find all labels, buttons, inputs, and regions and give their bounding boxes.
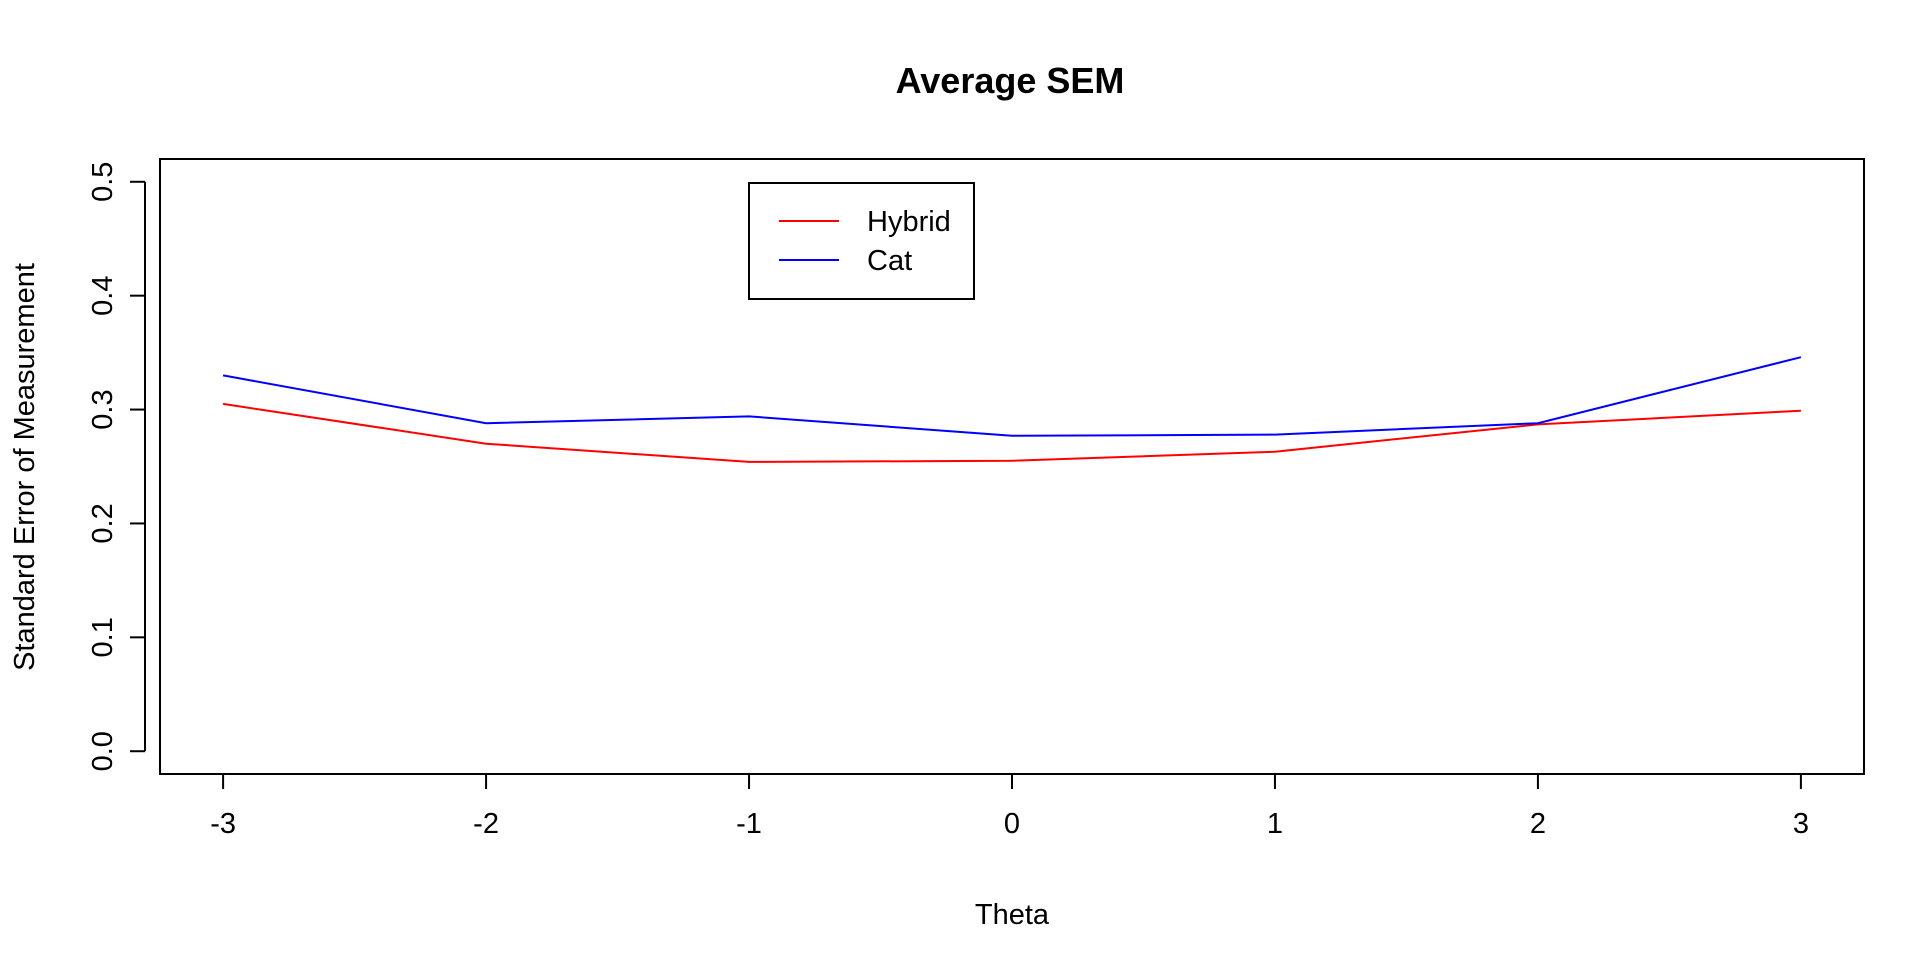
- y-tick-label: 0.3: [87, 389, 119, 429]
- series-line-hybrid: [222, 402, 1801, 463]
- x-tick-label: -3: [210, 808, 236, 840]
- x-tick-label: 0: [1004, 808, 1020, 840]
- y-tick-label: 0.0: [87, 731, 119, 771]
- x-tick-label: 2: [1530, 808, 1546, 840]
- y-tick-label: 0.2: [87, 503, 119, 543]
- plot-frame: [159, 158, 1865, 775]
- legend-label-hybrid: Hybrid: [867, 206, 951, 238]
- legend-label-cat: Cat: [867, 245, 912, 277]
- series-line-cat: [222, 356, 1802, 437]
- y-tick-label: 0.4: [87, 276, 119, 316]
- x-tick-label: 3: [1793, 808, 1809, 840]
- y-tick-label: 0.5: [87, 162, 119, 202]
- series-lines: [222, 356, 1802, 463]
- chart-title: Average SEM: [896, 60, 1125, 101]
- x-tick-label: -1: [736, 808, 762, 840]
- x-axis: -3 -2 -1 0 1 2 3: [210, 774, 1809, 840]
- x-tick-label: -2: [473, 808, 499, 840]
- x-tick-label: 1: [1267, 808, 1283, 840]
- y-axis-label: Standard Error of Measurement: [9, 263, 41, 671]
- legend-box: [748, 182, 975, 300]
- legend: Hybrid Cat: [748, 182, 975, 300]
- x-axis-label: Theta: [975, 899, 1050, 931]
- y-axis: 0.0 0.1 0.2 0.3 0.4 0.5: [87, 162, 146, 771]
- y-tick-label: 0.1: [87, 617, 119, 657]
